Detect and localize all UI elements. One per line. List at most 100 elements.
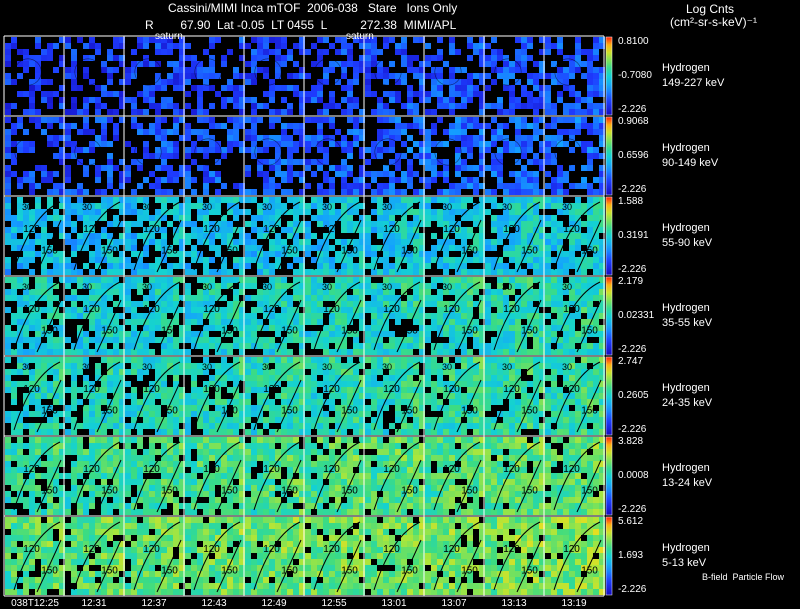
data-pixel: [227, 399, 233, 405]
data-pixel: [383, 429, 389, 435]
data-pixel: [347, 49, 353, 55]
data-pixel: [245, 61, 251, 67]
data-pixel: [485, 43, 491, 49]
data-pixel: [509, 251, 515, 257]
data-pixel: [119, 257, 125, 263]
data-pixel: [533, 405, 539, 411]
data-pixel: [497, 171, 503, 177]
data-pixel: [251, 147, 257, 153]
data-pixel: [173, 123, 179, 129]
data-pixel: [299, 135, 305, 141]
data-pixel: [581, 343, 587, 349]
data-pixel: [23, 91, 29, 97]
data-pixel: [29, 269, 35, 275]
data-pixel: [71, 473, 77, 479]
data-pixel: [299, 123, 305, 129]
data-pixel: [323, 263, 329, 269]
data-pixel: [113, 301, 119, 307]
data-pixel: [65, 411, 71, 417]
data-pixel: [101, 437, 107, 443]
data-pixel: [11, 497, 17, 503]
data-pixel: [263, 363, 269, 369]
data-pixel: [125, 79, 131, 85]
data-pixel: [263, 301, 269, 307]
data-pixel: [329, 319, 335, 325]
data-pixel: [137, 283, 143, 289]
data-pixel: [569, 147, 575, 153]
data-pixel: [491, 165, 497, 171]
data-pixel: [269, 417, 275, 423]
data-pixel: [407, 375, 413, 381]
data-pixel: [197, 301, 203, 307]
data-pixel: [251, 239, 257, 245]
data-pixel: [515, 301, 521, 307]
data-pixel: [305, 429, 311, 435]
data-pixel: [257, 369, 263, 375]
data-pixel: [347, 147, 353, 153]
data-pixel: [233, 239, 239, 245]
data-pixel: [527, 135, 533, 141]
data-pixel: [209, 221, 215, 227]
data-pixel: [125, 423, 131, 429]
data-pixel: [143, 337, 149, 343]
data-pixel: [377, 429, 383, 435]
data-pixel: [101, 129, 107, 135]
data-pixel: [287, 369, 293, 375]
data-pixel: [323, 159, 329, 165]
data-pixel: [101, 349, 107, 355]
data-pixel: [131, 399, 137, 405]
data-pixel: [347, 227, 353, 233]
data-pixel: [233, 203, 239, 209]
data-pixel: [89, 233, 95, 239]
data-pixel: [515, 37, 521, 43]
data-pixel: [245, 337, 251, 343]
data-pixel: [431, 177, 437, 183]
data-pixel: [515, 313, 521, 319]
data-pixel: [125, 239, 131, 245]
data-pixel: [323, 79, 329, 85]
data-pixel: [119, 103, 125, 109]
data-pixel: [551, 325, 557, 331]
data-pixel: [41, 437, 47, 443]
data-pixel: [437, 375, 443, 381]
data-pixel: [407, 393, 413, 399]
data-pixel: [443, 61, 449, 67]
data-pixel: [83, 363, 89, 369]
data-pixel: [407, 103, 413, 109]
data-pixel: [101, 277, 107, 283]
data-pixel: [521, 387, 527, 393]
data-pixel: [233, 277, 239, 283]
data-pixel: [263, 141, 269, 147]
data-pixel: [275, 263, 281, 269]
data-pixel: [401, 301, 407, 307]
data-pixel: [551, 227, 557, 233]
data-pixel: [557, 423, 563, 429]
data-pixel: [365, 381, 371, 387]
data-pixel: [365, 67, 371, 73]
data-pixel: [41, 227, 47, 233]
data-pixel: [239, 117, 245, 123]
data-pixel: [293, 325, 299, 331]
data-pixel: [83, 43, 89, 49]
data-pixel: [275, 197, 281, 203]
data-pixel: [425, 97, 431, 103]
data-pixel: [545, 153, 551, 159]
contour-line: [434, 138, 462, 166]
data-pixel: [47, 295, 53, 301]
data-pixel: [341, 399, 347, 405]
data-pixel: [191, 233, 197, 239]
data-pixel: [527, 325, 533, 331]
data-pixel: [281, 301, 287, 307]
data-pixel: [59, 97, 65, 103]
data-pixel: [353, 123, 359, 129]
data-pixel: [287, 85, 293, 91]
data-pixel: [527, 79, 533, 85]
data-pixel: [599, 73, 605, 79]
image-cell: [425, 117, 485, 195]
data-pixel: [581, 117, 587, 123]
data-pixel: [173, 103, 179, 109]
data-pixel: [173, 233, 179, 239]
data-pixel: [59, 503, 65, 509]
